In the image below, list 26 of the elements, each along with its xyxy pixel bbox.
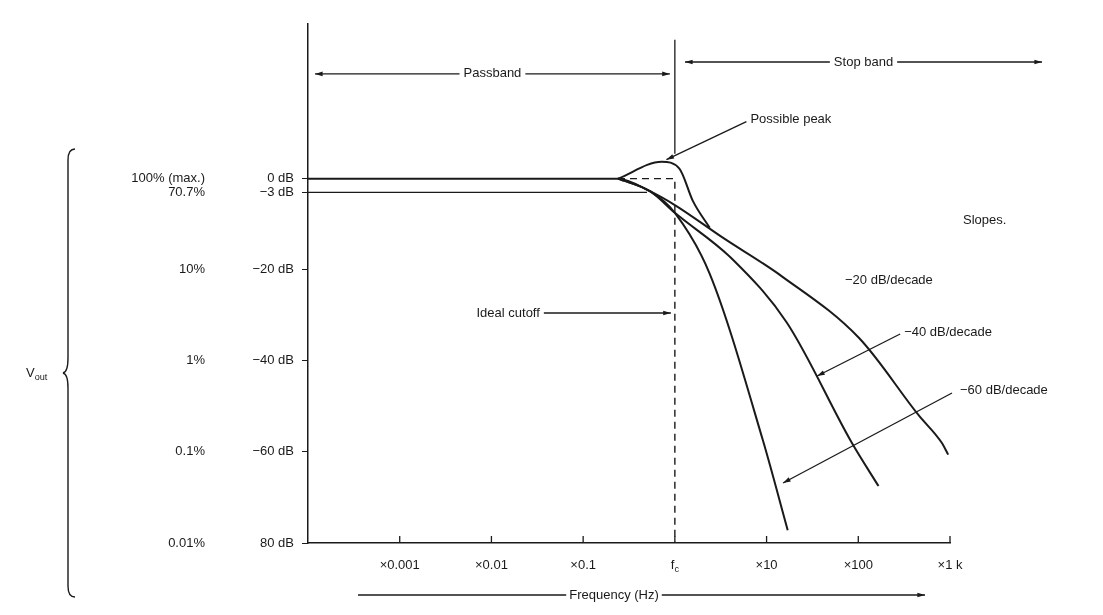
y-tick-label: −40 dB (252, 352, 294, 368)
text: Slopes. (963, 211, 1007, 227)
y-tick-label: −60 dB (252, 443, 294, 459)
x-tick-label: ×1 k (937, 556, 963, 572)
annotation: Stop band (833, 53, 894, 69)
y-tick-label: 80 dB (260, 534, 294, 550)
y-tick-label: −20 dB (252, 261, 294, 277)
annotation: Possible peak (750, 111, 832, 127)
y-tick-label: −3 dB (259, 183, 294, 199)
x-tick-label: ×0.1 (570, 556, 596, 572)
x-tick-label: ×0.001 (379, 556, 420, 572)
y-tick-label: 0 dB (267, 170, 294, 186)
text: 0.1% (175, 443, 206, 459)
annotation: −40 dB/decade (904, 323, 992, 339)
text: 0.01% (168, 534, 206, 550)
x-tick-label: ×10 (755, 556, 778, 572)
text: 1% (186, 352, 206, 368)
x-axis-title: Frequency (Hz) (569, 586, 659, 602)
text: −60 dB/decade (960, 381, 1048, 397)
text: 100% (max.) (131, 170, 206, 186)
annotation: −20 dB/decade (845, 271, 933, 287)
text: 10% (178, 261, 206, 277)
annotation: Ideal cutoff (476, 304, 541, 320)
x-tick-label: ×0.01 (474, 556, 508, 572)
x-tick-label: ×100 (843, 556, 873, 572)
annotation: Passband (463, 65, 522, 81)
